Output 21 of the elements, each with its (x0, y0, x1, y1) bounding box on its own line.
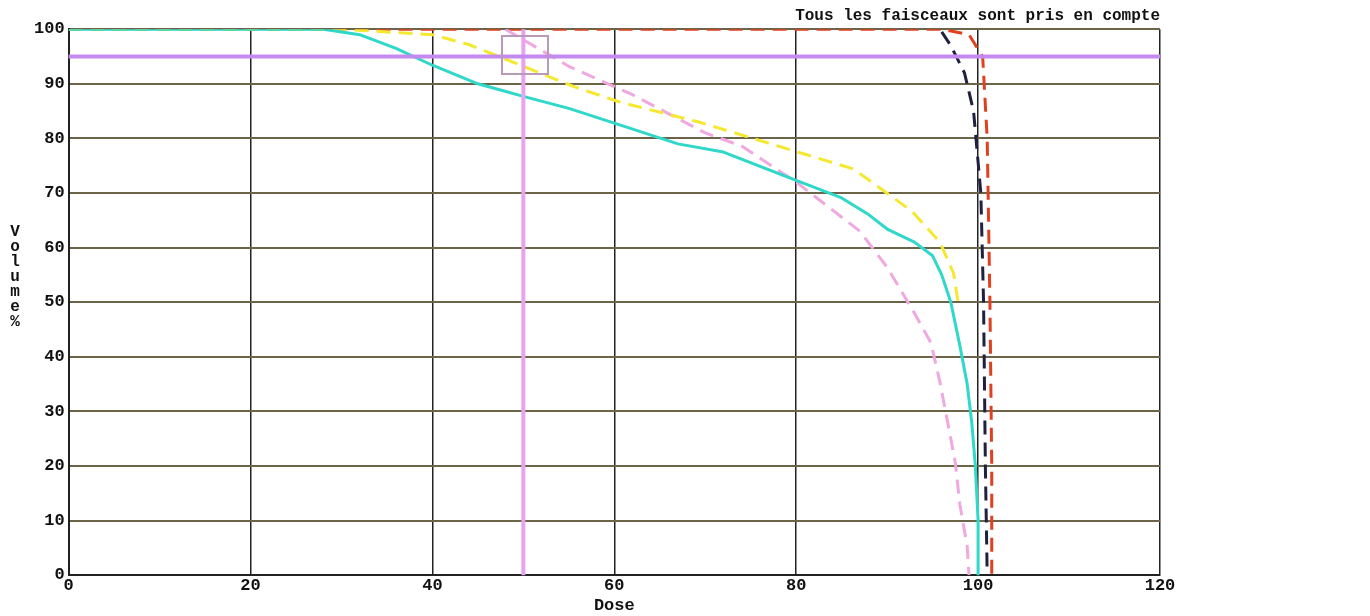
y-tick-label: 100 (34, 19, 65, 39)
y-tick-label: 60 (44, 237, 65, 257)
line-series (940, 30, 989, 576)
x-tick-label: 120 (1144, 575, 1176, 595)
y-axis-title: Volume % (9, 223, 21, 331)
chart-title: Tous les faisceaux sont pris en compte (795, 6, 1160, 25)
y-tick-label: 90 (44, 74, 65, 94)
y-tick-label: 70 (44, 183, 65, 203)
y-tick-label: 50 (44, 292, 65, 312)
x-axis-title: Dose (593, 596, 635, 616)
y-tick-label: 80 (44, 128, 65, 148)
x-tick-label: 80 (786, 575, 807, 595)
x-tick-label: 100 (962, 575, 994, 595)
x-tick-label: 40 (422, 575, 443, 595)
x-tick-label: 60 (604, 575, 625, 595)
y-tick-label: 30 (44, 401, 65, 421)
line-series (503, 29, 971, 576)
y-tick-label: 10 (44, 510, 65, 530)
x-tick-label: 20 (240, 575, 261, 595)
y-tick-label: 40 (44, 347, 65, 367)
y-tick-label: 20 (44, 456, 65, 476)
